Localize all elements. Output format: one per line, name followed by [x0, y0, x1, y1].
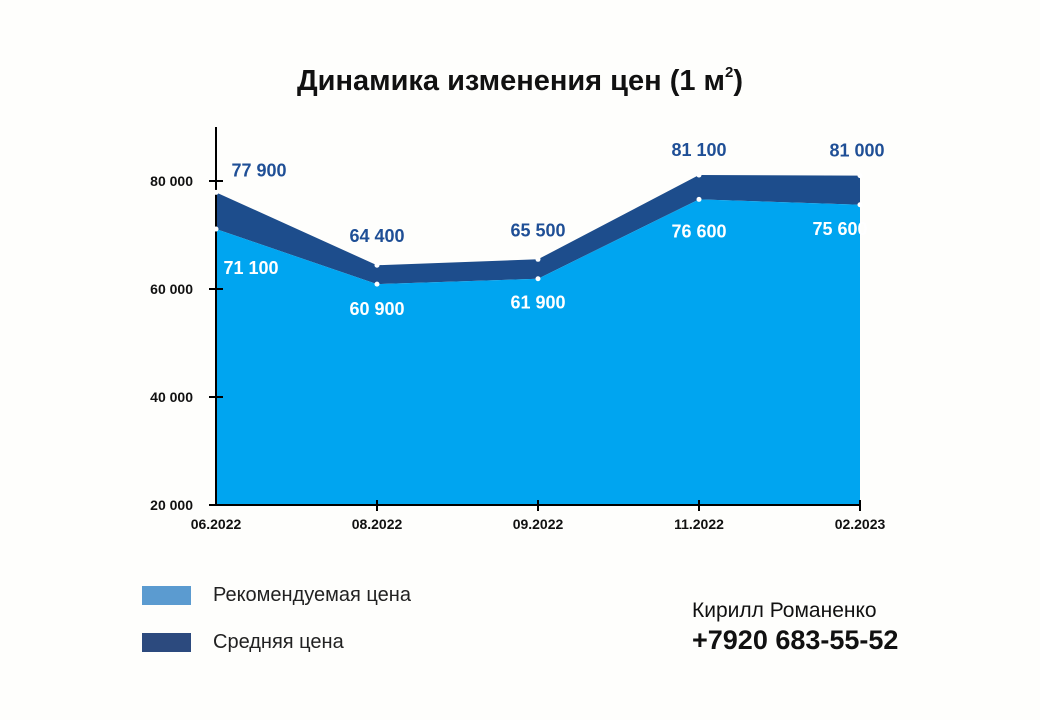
recommended-data-label: 60 900 — [349, 299, 404, 319]
series-average-band — [216, 175, 860, 285]
legend-swatch-recommended — [142, 586, 191, 605]
average-data-label: 81 000 — [829, 141, 884, 161]
average-point — [374, 262, 380, 268]
y-tick-label: 40 000 — [150, 389, 193, 405]
x-tick-label: 06.2022 — [191, 516, 242, 532]
recommended-data-label: 75 600 — [812, 219, 867, 239]
recommended-point — [374, 281, 380, 287]
contact-block: Кирилл Романенко +7920 683-55-52 — [692, 599, 898, 655]
y-tick-label: 20 000 — [150, 497, 193, 513]
legend: Рекомендуемая цена Средняя цена — [142, 584, 412, 653]
recommended-point — [213, 226, 219, 232]
x-tick-label: 11.2022 — [674, 516, 724, 532]
legend-label-average: Средняя цена — [213, 631, 345, 653]
x-tick-label: 09.2022 — [513, 516, 564, 532]
recommended-data-label: 76 600 — [671, 221, 726, 241]
average-point — [535, 256, 541, 262]
plot-area: 20 000 40 000 60 000 80 000 06.2022 08.2022 09… — [150, 127, 886, 532]
y-tick-label: 80 000 — [150, 173, 193, 189]
x-tick-label: 08.2022 — [352, 516, 403, 532]
series-recommended-area — [216, 199, 860, 506]
average-data-label: 64 400 — [349, 226, 404, 246]
legend-label-recommended: Рекомендуемая цена — [213, 584, 412, 606]
y-tick-label: 60 000 — [150, 281, 193, 297]
recommended-point — [535, 276, 541, 282]
recommended-data-label: 61 900 — [510, 293, 565, 313]
recommended-data-label: 71 100 — [223, 258, 278, 278]
average-data-label: 77 900 — [231, 160, 286, 180]
average-data-label: 81 100 — [671, 140, 726, 160]
average-point — [696, 172, 702, 178]
average-data-label: 65 500 — [510, 220, 565, 240]
recommended-point — [696, 196, 702, 202]
contact-name: Кирилл Романенко — [692, 599, 877, 622]
contact-phone: +7920 683-55-52 — [692, 625, 898, 655]
x-tick-label: 02.2023 — [835, 516, 886, 532]
legend-swatch-average — [142, 633, 191, 652]
average-point — [857, 173, 863, 179]
chart-title: Динамика изменения цен (1 м2) — [297, 64, 743, 97]
average-point — [213, 189, 219, 195]
recommended-point — [857, 202, 863, 208]
